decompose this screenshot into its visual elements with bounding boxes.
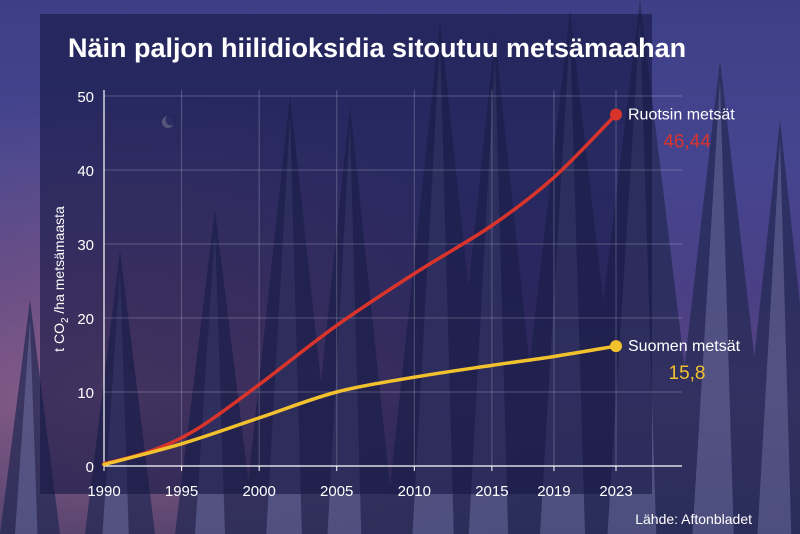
series-name-label: Ruotsin metsät <box>628 107 735 124</box>
y-tick-label: 30 <box>77 237 94 254</box>
series-end-marker <box>610 340 622 353</box>
x-tick-label: 2015 <box>475 483 508 500</box>
x-tick-label: 2019 <box>537 483 570 500</box>
snow-highlight <box>757 140 792 534</box>
series-line <box>102 112 618 466</box>
spruce-tree <box>665 60 775 534</box>
series-lines <box>102 108 622 467</box>
x-tick-label: 1995 <box>165 483 198 500</box>
snow-highlight <box>692 80 734 534</box>
snow-highlight <box>15 320 38 534</box>
x-tick-label: 2010 <box>398 483 431 500</box>
series-end-value: 46,44 <box>663 132 711 153</box>
x-tick-label: 2005 <box>320 483 353 500</box>
y-axis-label: t CO2 /ha metsämaasta <box>51 206 71 352</box>
chart-panel <box>40 14 652 494</box>
x-tick-label: 2023 <box>599 483 632 500</box>
x-tick-label: 2000 <box>242 483 275 500</box>
series-line <box>102 344 618 467</box>
y-tick-label: 50 <box>77 89 94 106</box>
spruce-tree <box>735 120 800 534</box>
series-labels: Ruotsin metsät 46,44 Suomen metsät 15,8 <box>628 107 741 385</box>
source-credit: Lähde: Aftonbladet <box>635 511 752 527</box>
axes: 0 10 20 30 40 50 1990 1995 2000 2005 2010 2015 2019 2… <box>77 89 682 500</box>
y-tick-label: 10 <box>77 385 94 402</box>
grid <box>104 90 682 466</box>
series-end-marker <box>610 108 622 121</box>
y-tick-label: 0 <box>86 459 94 476</box>
series-end-value: 15,8 <box>669 363 706 384</box>
y-tick-label: 40 <box>77 163 94 180</box>
y-tick-label: 20 <box>77 311 94 328</box>
chart-title: Näin paljon hiilidioksidia sitoutuu mets… <box>68 33 687 63</box>
series-name-label: Suomen metsät <box>628 338 741 355</box>
x-tick-label: 1990 <box>87 483 120 500</box>
